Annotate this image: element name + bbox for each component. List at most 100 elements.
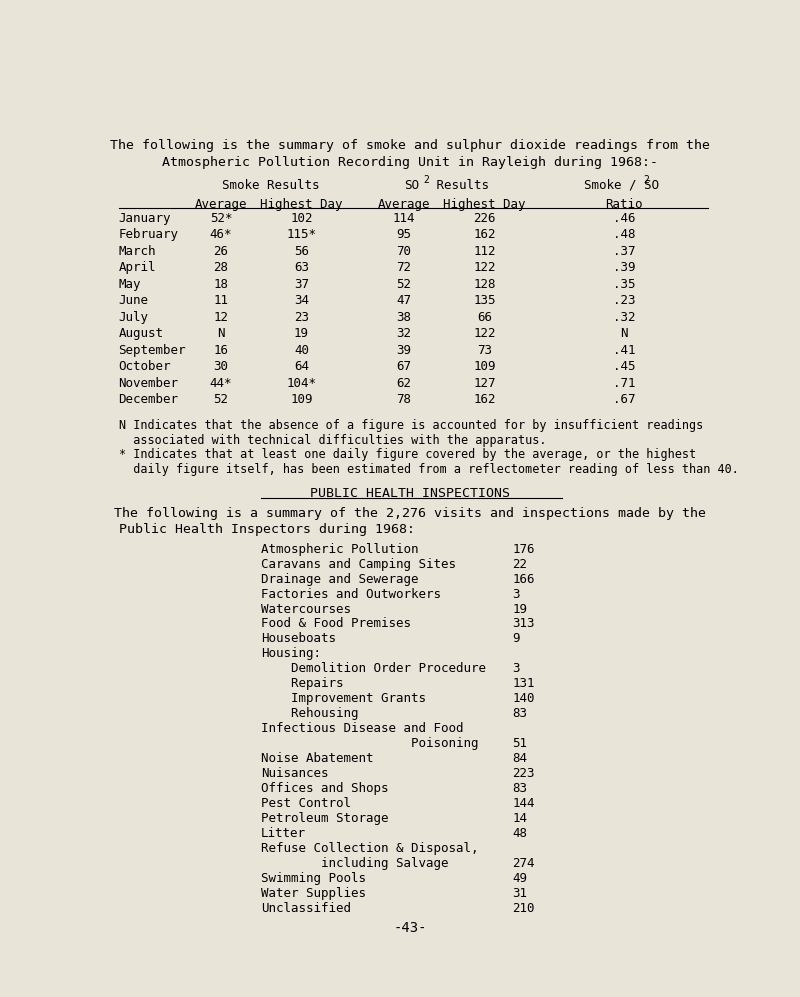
Text: 49: 49	[512, 872, 527, 885]
Text: 274: 274	[512, 857, 534, 870]
Text: Smoke Results: Smoke Results	[222, 178, 319, 191]
Text: 112: 112	[473, 245, 496, 258]
Text: Poisoning: Poisoning	[262, 737, 478, 751]
Text: Infectious Disease and Food: Infectious Disease and Food	[262, 722, 464, 735]
Text: 78: 78	[396, 394, 411, 407]
Text: December: December	[118, 394, 178, 407]
Text: 70: 70	[396, 245, 411, 258]
Text: Watercourses: Watercourses	[262, 602, 351, 615]
Text: Results: Results	[429, 178, 489, 191]
Text: N: N	[620, 327, 628, 340]
Text: 140: 140	[512, 692, 534, 705]
Text: 109: 109	[473, 360, 496, 373]
Text: 28: 28	[214, 261, 229, 274]
Text: Petroleum Storage: Petroleum Storage	[262, 813, 389, 826]
Text: 38: 38	[396, 311, 411, 324]
Text: 51: 51	[512, 737, 527, 751]
Text: 115*: 115*	[286, 228, 317, 241]
Text: 72: 72	[396, 261, 411, 274]
Text: Pest Control: Pest Control	[262, 798, 351, 811]
Text: 56: 56	[294, 245, 309, 258]
Text: associated with technical difficulties with the apparatus.: associated with technical difficulties w…	[118, 434, 546, 447]
Text: October: October	[118, 360, 171, 373]
Text: 2: 2	[644, 174, 650, 184]
Text: 23: 23	[294, 311, 309, 324]
Text: Highest Day: Highest Day	[260, 198, 342, 211]
Text: 166: 166	[512, 572, 534, 585]
Text: 14: 14	[512, 813, 527, 826]
Text: .23: .23	[613, 294, 635, 307]
Text: 2: 2	[424, 174, 430, 184]
Text: 3: 3	[512, 662, 520, 675]
Text: Swimming Pools: Swimming Pools	[262, 872, 366, 885]
Text: N: N	[217, 327, 225, 340]
Text: 11: 11	[214, 294, 229, 307]
Text: 95: 95	[396, 228, 411, 241]
Text: July: July	[118, 311, 149, 324]
Text: 47: 47	[396, 294, 411, 307]
Text: 18: 18	[214, 278, 229, 291]
Text: .37: .37	[613, 245, 635, 258]
Text: PUBLIC HEALTH INSPECTIONS: PUBLIC HEALTH INSPECTIONS	[310, 487, 510, 499]
Text: 109: 109	[290, 394, 313, 407]
Text: Public Health Inspectors during 1968:: Public Health Inspectors during 1968:	[118, 522, 414, 535]
Text: .41: .41	[613, 344, 635, 357]
Text: 63: 63	[294, 261, 309, 274]
Text: 9: 9	[512, 632, 520, 645]
Text: January: January	[118, 211, 171, 224]
Text: 128: 128	[473, 278, 496, 291]
Text: 52*: 52*	[210, 211, 232, 224]
Text: 131: 131	[512, 677, 534, 690]
Text: Average: Average	[378, 198, 430, 211]
Text: 40: 40	[294, 344, 309, 357]
Text: 313: 313	[512, 617, 534, 630]
Text: .46: .46	[613, 211, 635, 224]
Text: 102: 102	[290, 211, 313, 224]
Text: 162: 162	[473, 394, 496, 407]
Text: 22: 22	[512, 557, 527, 570]
Text: 127: 127	[473, 377, 496, 390]
Text: 19: 19	[512, 602, 527, 615]
Text: Atmospheric Pollution Recording Unit in Rayleigh during 1968:-: Atmospheric Pollution Recording Unit in …	[162, 156, 658, 168]
Text: 84: 84	[512, 752, 527, 766]
Text: .35: .35	[613, 278, 635, 291]
Text: 39: 39	[396, 344, 411, 357]
Text: 83: 83	[512, 707, 527, 720]
Text: 48: 48	[512, 828, 527, 840]
Text: February: February	[118, 228, 178, 241]
Text: May: May	[118, 278, 141, 291]
Text: 73: 73	[477, 344, 492, 357]
Text: 162: 162	[473, 228, 496, 241]
Text: 226: 226	[473, 211, 496, 224]
Text: 12: 12	[214, 311, 229, 324]
Text: Caravans and Camping Sites: Caravans and Camping Sites	[262, 557, 456, 570]
Text: Highest Day: Highest Day	[443, 198, 526, 211]
Text: 83: 83	[512, 783, 527, 796]
Text: 210: 210	[512, 902, 534, 915]
Text: 46*: 46*	[210, 228, 232, 241]
Text: * Indicates that at least one daily figure covered by the average, or the highes: * Indicates that at least one daily figu…	[118, 449, 696, 462]
Text: Average: Average	[194, 198, 247, 211]
Text: 32: 32	[396, 327, 411, 340]
Text: Repairs: Repairs	[262, 677, 344, 690]
Text: 122: 122	[473, 261, 496, 274]
Text: 135: 135	[473, 294, 496, 307]
Text: 144: 144	[512, 798, 534, 811]
Text: daily figure itself, has been estimated from a reflectometer reading of less tha: daily figure itself, has been estimated …	[118, 463, 738, 476]
Text: 16: 16	[214, 344, 229, 357]
Text: SO: SO	[404, 178, 419, 191]
Text: Factories and Outworkers: Factories and Outworkers	[262, 587, 442, 600]
Text: Houseboats: Houseboats	[262, 632, 336, 645]
Text: Housing:: Housing:	[262, 647, 322, 660]
Text: Improvement Grants: Improvement Grants	[262, 692, 426, 705]
Text: 34: 34	[294, 294, 309, 307]
Text: April: April	[118, 261, 156, 274]
Text: -43-: -43-	[394, 920, 426, 935]
Text: including Salvage: including Salvage	[262, 857, 449, 870]
Text: 176: 176	[512, 542, 534, 555]
Text: 114: 114	[393, 211, 415, 224]
Text: 66: 66	[477, 311, 492, 324]
Text: .39: .39	[613, 261, 635, 274]
Text: Litter: Litter	[262, 828, 306, 840]
Text: Noise Abatement: Noise Abatement	[262, 752, 374, 766]
